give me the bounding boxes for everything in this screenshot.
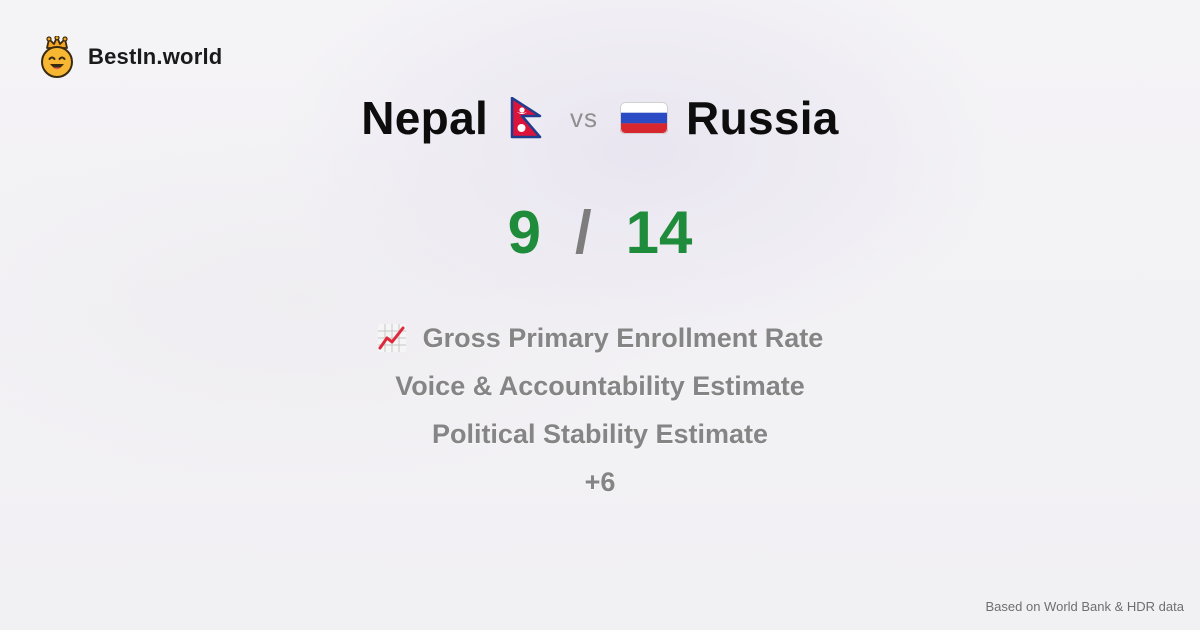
metric-label: Voice & Accountability Estimate <box>395 370 805 401</box>
brand[interactable]: BestIn.world <box>38 36 222 78</box>
chart-increasing-icon <box>377 324 406 352</box>
right-country-name: Russia <box>686 92 839 144</box>
nepal-flag-icon <box>510 97 542 139</box>
metric-item: Gross Primary Enrollment Rate <box>377 314 824 362</box>
metric-item: Political Stability Estimate <box>432 410 768 458</box>
brand-name: BestIn.world <box>88 44 223 69</box>
metric-label: Political Stability Estimate <box>431 418 769 449</box>
more-metrics-label: +6 <box>584 466 616 497</box>
right-score: 14 <box>625 199 693 266</box>
left-country-name: Nepal <box>361 92 489 144</box>
metric-label: Gross Primary Enrollment Rate <box>422 322 824 353</box>
left-score: 9 <box>507 199 541 266</box>
crowned-smiley-icon <box>41 36 73 78</box>
score-separator: / <box>574 199 592 266</box>
more-metrics-count: +6 <box>585 458 616 506</box>
data-source-note: Based on World Bank & HDR data <box>985 599 1184 614</box>
metrics-list: Gross Primary Enrollment Rate Voice & Ac… <box>0 314 1200 506</box>
comparison-title: Nepal vs Russia <box>0 88 1200 148</box>
score: 9 / 14 <box>0 198 1200 267</box>
metric-item: Voice & Accountability Estimate <box>395 362 805 410</box>
versus-label: vs <box>570 102 599 133</box>
russia-flag-icon <box>620 102 669 134</box>
